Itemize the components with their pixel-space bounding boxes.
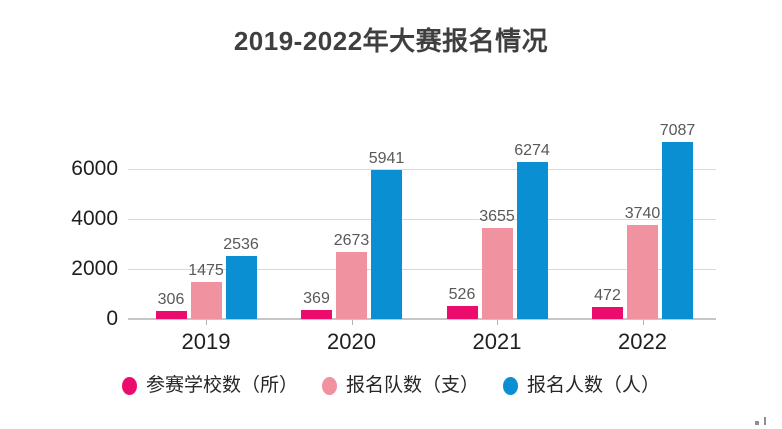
legend-label-schools: 参赛学校数（所） xyxy=(145,375,298,396)
bar-value-label: 7087 xyxy=(659,122,696,139)
legend-mark-participants xyxy=(503,377,518,395)
bar-schools-2021 xyxy=(446,306,478,319)
bar-schools-2022 xyxy=(592,307,623,319)
watermark-dot xyxy=(755,421,759,425)
bar-teams-2021 xyxy=(481,228,513,319)
bar-value-label: 5941 xyxy=(368,150,405,167)
legend-item-teams: 报名队数（支） xyxy=(321,372,479,400)
x-axis-tick xyxy=(206,320,207,325)
bar-teams-2019 xyxy=(190,282,222,319)
gridline-6000 xyxy=(128,169,716,170)
bar-schools-2019 xyxy=(155,311,187,319)
legend-label-teams: 报名队数（支） xyxy=(345,375,479,396)
bar-value-label: 3740 xyxy=(624,205,661,222)
bar-value-label: 526 xyxy=(448,286,476,303)
legend-item-participants: 报名人数（人） xyxy=(503,372,660,400)
bar-value-label: 2673 xyxy=(333,232,370,249)
bar-teams-2022 xyxy=(627,225,658,319)
y-axis-tick-label: 6000 xyxy=(71,157,118,180)
bar-teams-2020 xyxy=(336,252,367,319)
bar-value-label: 306 xyxy=(157,291,185,308)
bar-value-label: 3655 xyxy=(479,208,515,225)
x-axis-category-label: 2021 xyxy=(472,329,522,354)
legend: 参赛学校数（所） 报名队数（支） 报名人数（人） xyxy=(0,372,782,400)
legend-mark-teams xyxy=(321,377,337,395)
x-axis-category-label: 2020 xyxy=(327,329,376,354)
chart-title: 2019-2022年大赛报名情况 xyxy=(233,26,549,56)
y-axis-tick-label: 4000 xyxy=(71,207,118,230)
bar-participants-2019 xyxy=(225,256,257,319)
x-axis-tick xyxy=(497,320,498,325)
x-axis-category-label: 2019 xyxy=(181,329,231,354)
bar-participants-2020 xyxy=(371,170,402,319)
bar-value-label: 369 xyxy=(303,290,330,307)
bar-schools-2020 xyxy=(301,310,332,319)
watermark-bar xyxy=(764,417,766,425)
gridline-4000 xyxy=(128,219,716,220)
bar-value-label: 2536 xyxy=(223,236,259,253)
x-axis-line xyxy=(128,318,716,320)
y-axis-tick-label: 0 xyxy=(106,307,118,330)
gridline-2000 xyxy=(128,269,716,270)
x-axis-category-label: 2022 xyxy=(618,329,667,354)
watermark-fragment xyxy=(755,417,766,425)
legend-label-participants: 报名人数（人） xyxy=(527,375,661,396)
x-axis-tick xyxy=(351,320,353,325)
bar-value-label: 1475 xyxy=(188,262,224,279)
y-axis-tick-label: 2000 xyxy=(71,257,118,280)
x-axis-tick xyxy=(642,320,644,325)
bar-value-label: 472 xyxy=(594,287,621,304)
legend-item-schools: 参赛学校数（所） xyxy=(121,372,298,400)
bar-participants-2022 xyxy=(662,142,693,319)
bar-value-label: 6274 xyxy=(514,142,550,159)
bar-participants-2021 xyxy=(516,162,548,319)
legend-mark-schools xyxy=(121,377,137,395)
